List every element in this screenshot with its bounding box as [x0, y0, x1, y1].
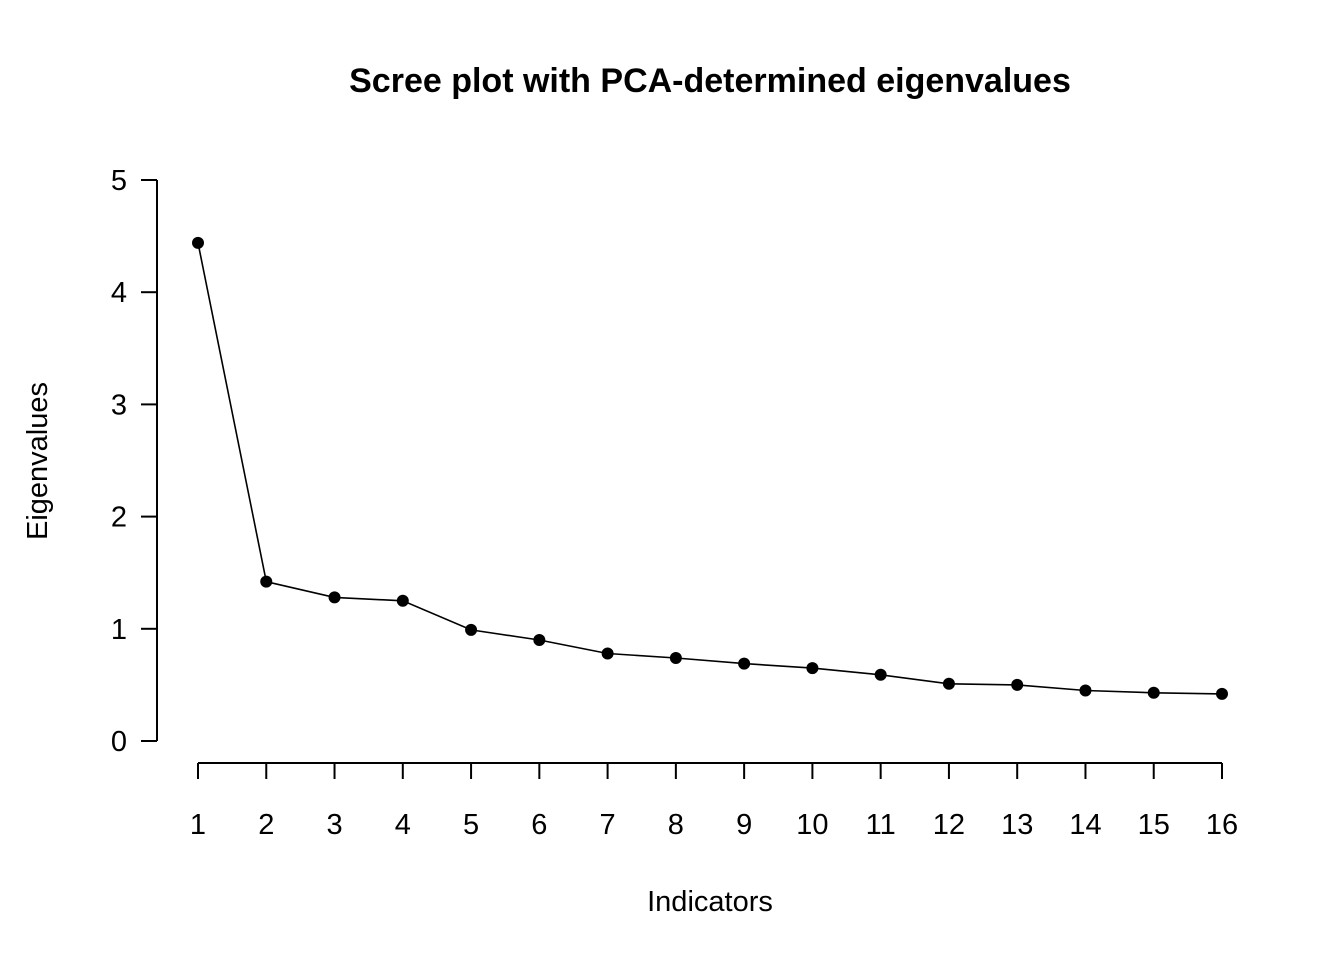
data-point	[874, 668, 887, 681]
y-tick-label: 4	[111, 277, 127, 309]
x-tick-label: 1	[190, 809, 206, 841]
x-tick-label: 11	[866, 809, 896, 841]
data-point	[396, 594, 409, 607]
y-tick-label: 1	[111, 614, 127, 646]
data-point	[1147, 686, 1160, 699]
x-tick-label: 8	[668, 809, 684, 841]
series-group	[192, 236, 1228, 700]
x-axis-label: Indicators	[647, 886, 773, 918]
x-tick-label: 13	[1001, 809, 1033, 841]
data-point	[1079, 684, 1092, 697]
data-point	[806, 662, 819, 675]
y-tick-label: 5	[111, 165, 127, 197]
x-tick-label: 16	[1206, 809, 1238, 841]
data-point	[669, 651, 682, 664]
y-tick-label: 0	[111, 726, 127, 758]
data-point	[1011, 678, 1024, 691]
data-point	[1216, 687, 1228, 700]
x-tick-label: 7	[600, 809, 616, 841]
x-tick-label: 15	[1138, 809, 1170, 841]
y-tick-label: 3	[111, 389, 127, 421]
data-point	[260, 575, 273, 588]
x-tick-label: 6	[531, 809, 547, 841]
x-tick-label: 4	[395, 809, 411, 841]
data-point	[192, 236, 204, 249]
data-point	[601, 647, 614, 660]
x-axis: 1 2 3 4 5 6 7 8 9 10 11 12 13 14 15 16	[190, 762, 1238, 841]
x-tick-label: 2	[258, 809, 274, 841]
x-tick-label: 14	[1069, 809, 1101, 841]
series-line	[197, 242, 1223, 695]
y-axis: 0 1 2 3 4 5	[111, 165, 158, 758]
x-tick-label: 5	[463, 809, 479, 841]
chart-title: Scree plot with PCA-determined eigenvalu…	[349, 62, 1071, 100]
x-tick-label: 9	[736, 809, 752, 841]
data-point	[328, 591, 341, 604]
data-point	[465, 623, 478, 636]
y-tick-label: 2	[111, 502, 127, 534]
y-axis-label: Eigenvalues	[22, 382, 54, 540]
x-tick-label: 3	[326, 809, 342, 841]
x-tick-label: 12	[933, 809, 965, 841]
x-tick-label: 10	[796, 809, 828, 841]
data-point	[738, 657, 751, 670]
data-point	[942, 677, 955, 690]
data-point	[533, 634, 546, 647]
